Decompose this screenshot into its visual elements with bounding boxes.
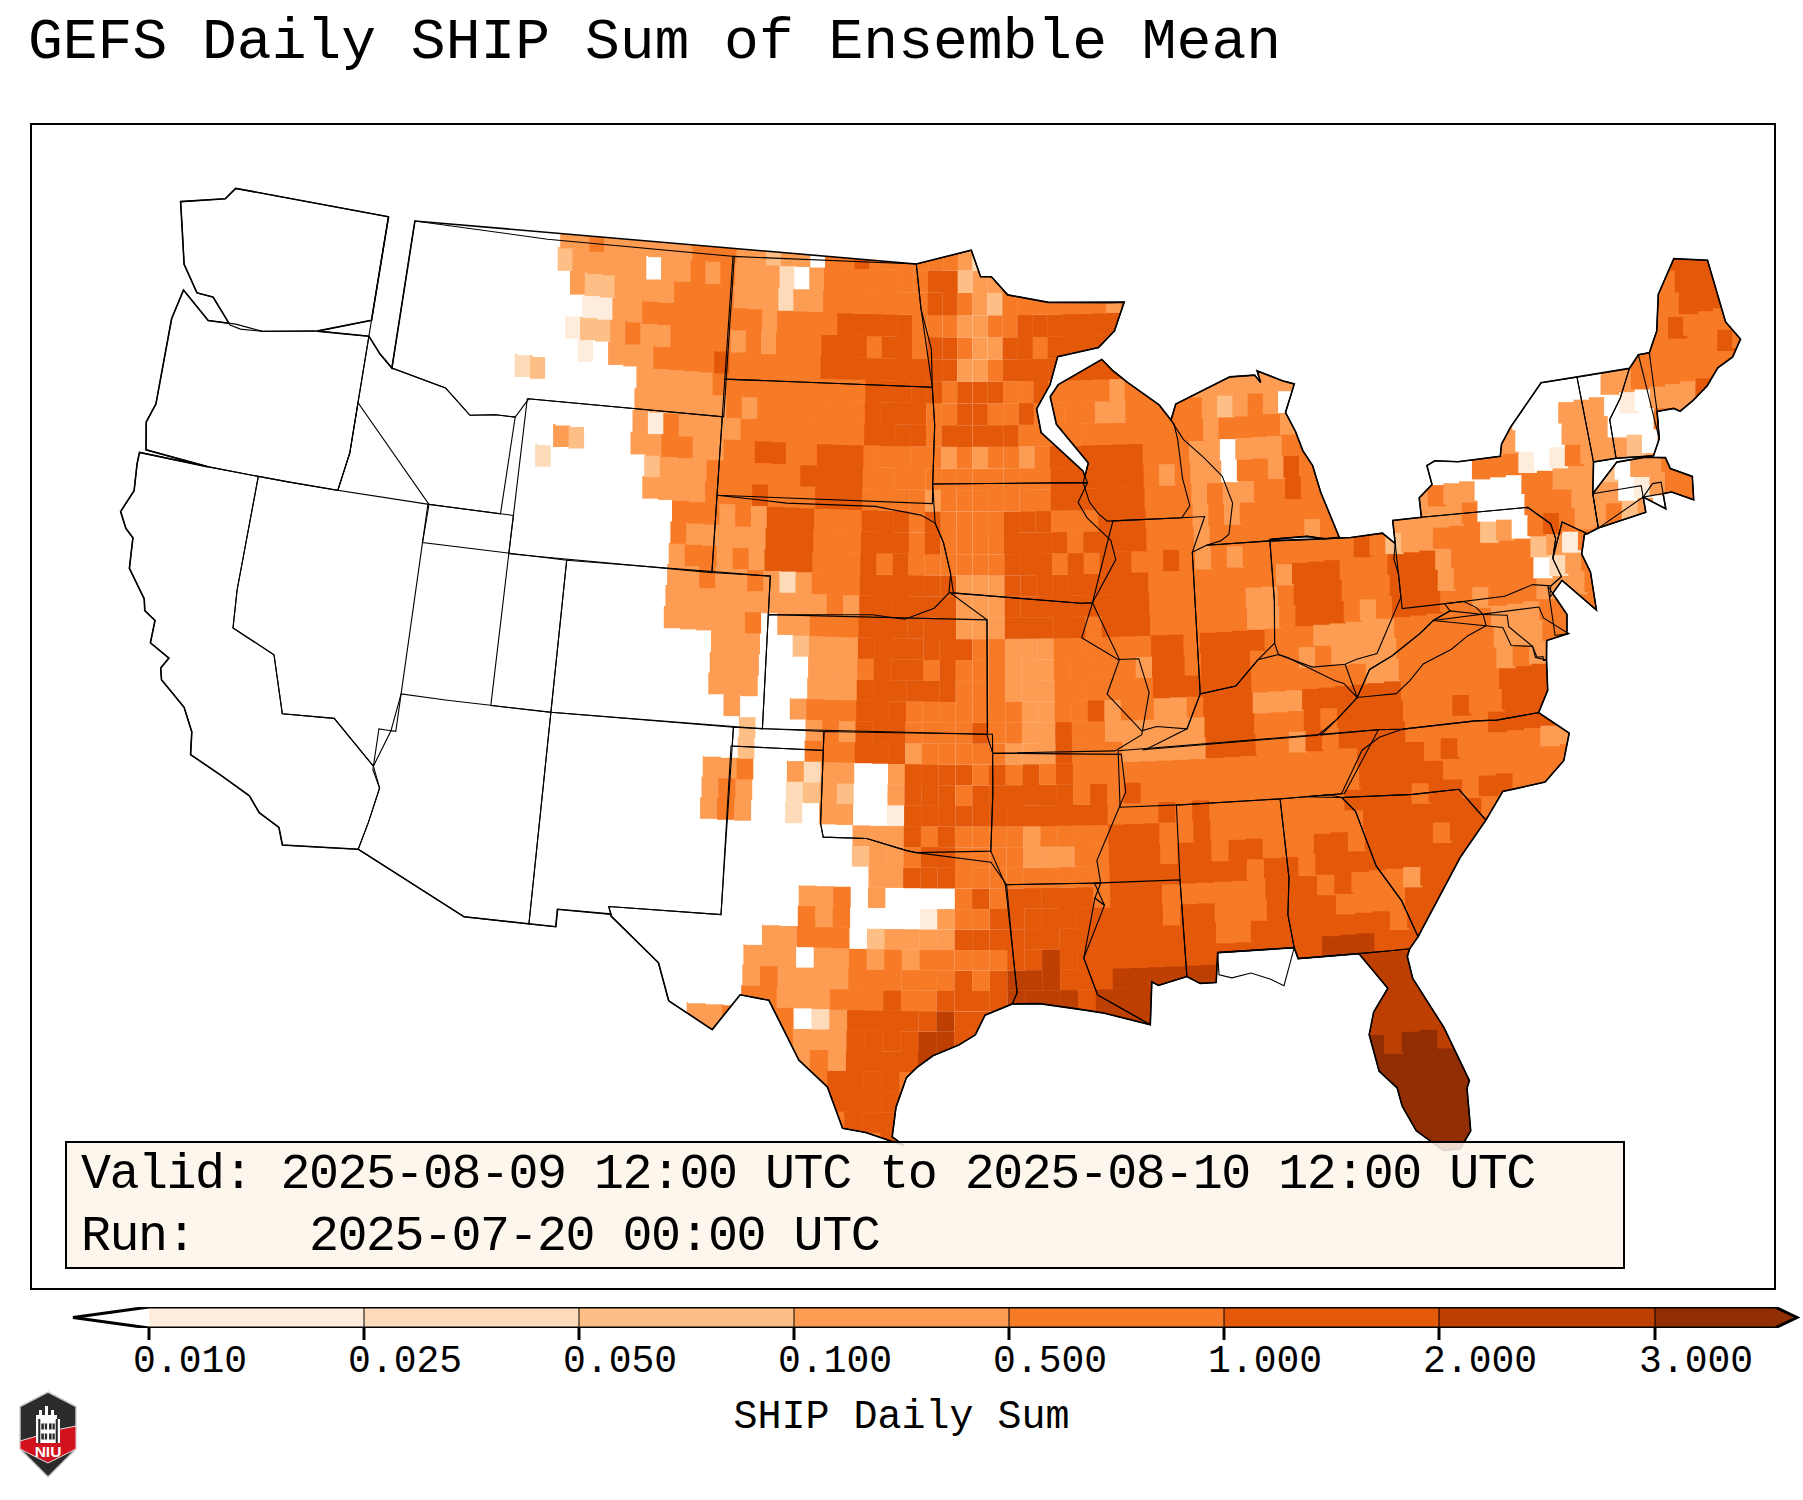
svg-text:NIU: NIU (35, 1443, 62, 1460)
